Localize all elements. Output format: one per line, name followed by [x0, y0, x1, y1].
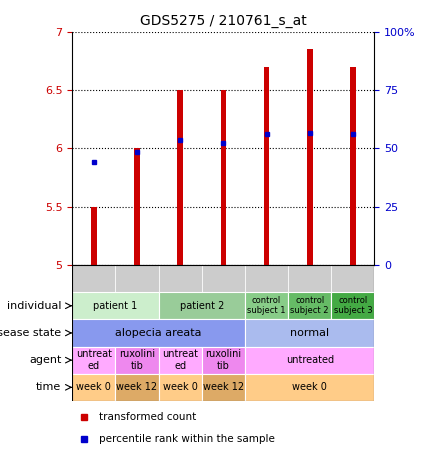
- Bar: [221, 90, 226, 265]
- Bar: [134, 149, 140, 265]
- Bar: [159, 347, 202, 374]
- Bar: [72, 292, 159, 319]
- Bar: [202, 374, 245, 401]
- Text: untreated: untreated: [286, 355, 334, 365]
- Text: agent: agent: [29, 355, 61, 365]
- Bar: [331, 292, 374, 319]
- Bar: [245, 292, 288, 319]
- Text: control
subject 3: control subject 3: [334, 296, 372, 315]
- Bar: [91, 207, 97, 265]
- Text: transformed count: transformed count: [99, 412, 197, 422]
- Text: week 0: week 0: [163, 382, 198, 392]
- Text: untreat
ed: untreat ed: [76, 349, 112, 371]
- Bar: [245, 347, 374, 374]
- Text: week 12: week 12: [203, 382, 244, 392]
- Bar: [116, 347, 159, 374]
- Bar: [116, 265, 159, 292]
- Text: control
subject 2: control subject 2: [290, 296, 329, 315]
- Bar: [177, 90, 183, 265]
- Bar: [159, 292, 245, 319]
- Text: ruxolini
tib: ruxolini tib: [119, 349, 155, 371]
- Bar: [245, 319, 374, 347]
- Text: week 12: week 12: [117, 382, 158, 392]
- Bar: [331, 265, 374, 292]
- Bar: [116, 374, 159, 401]
- Text: week 0: week 0: [292, 382, 327, 392]
- Bar: [72, 374, 116, 401]
- Bar: [202, 347, 245, 374]
- Text: patient 1: patient 1: [93, 301, 138, 311]
- Bar: [288, 265, 331, 292]
- Bar: [159, 374, 202, 401]
- Bar: [288, 292, 331, 319]
- Bar: [202, 265, 245, 292]
- Text: time: time: [36, 382, 61, 392]
- Bar: [245, 265, 288, 292]
- Bar: [72, 265, 116, 292]
- Text: normal: normal: [290, 328, 329, 338]
- Text: ruxolini
tib: ruxolini tib: [205, 349, 241, 371]
- Text: percentile rank within the sample: percentile rank within the sample: [99, 434, 276, 444]
- Text: control
subject 1: control subject 1: [247, 296, 286, 315]
- Title: GDS5275 / 210761_s_at: GDS5275 / 210761_s_at: [140, 14, 307, 28]
- Bar: [245, 374, 374, 401]
- Text: alopecia areata: alopecia areata: [115, 328, 202, 338]
- Text: week 0: week 0: [76, 382, 111, 392]
- Bar: [307, 49, 313, 265]
- Text: untreat
ed: untreat ed: [162, 349, 198, 371]
- Text: individual: individual: [7, 301, 61, 311]
- Bar: [159, 265, 202, 292]
- Text: disease state: disease state: [0, 328, 61, 338]
- Bar: [264, 67, 269, 265]
- Text: patient 2: patient 2: [180, 301, 224, 311]
- Bar: [350, 67, 356, 265]
- Bar: [72, 347, 116, 374]
- Bar: [72, 319, 245, 347]
